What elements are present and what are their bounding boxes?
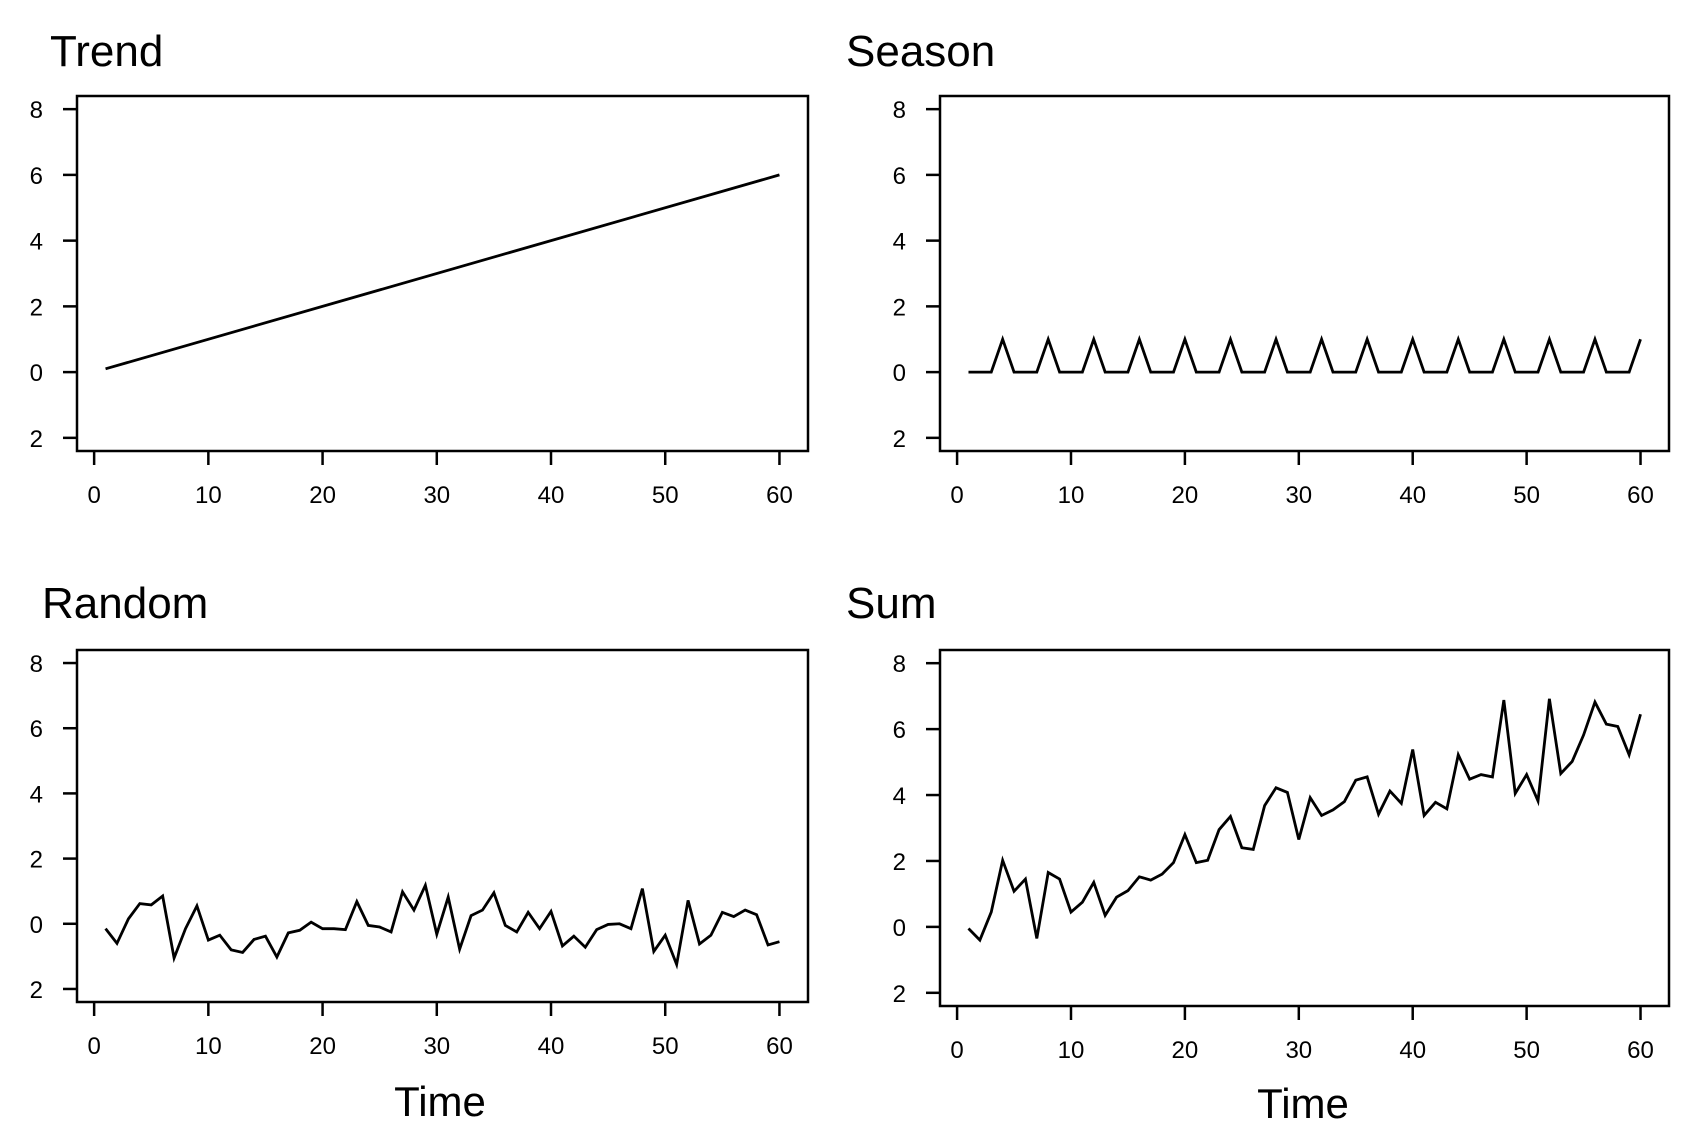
sum-x-tick-label: 50 xyxy=(1513,1037,1540,1064)
trend-x-tick-label: 20 xyxy=(309,482,336,509)
season-y-tick-label: 6 xyxy=(893,163,906,190)
random-series-line xyxy=(104,881,780,970)
sum-x-tick-label: 60 xyxy=(1627,1037,1654,1064)
season-y-tick-label: 2 xyxy=(893,294,906,321)
season-y-tick-label: 8 xyxy=(893,97,906,124)
random-plot-frame xyxy=(75,648,810,1004)
season-x-tick-label: 50 xyxy=(1513,482,1540,509)
season-series-line xyxy=(968,334,1642,374)
trend-x-axis: 0 10 20 30 40 50 60 xyxy=(87,451,793,509)
trend-y-tick-label: 2 xyxy=(30,294,43,321)
random-x-tick-label: 40 xyxy=(538,1033,565,1060)
trend-y-axis: 8 6 4 2 0 2 xyxy=(30,97,77,453)
sum-plot-frame xyxy=(938,648,1671,1008)
sum-y-tick-label: 4 xyxy=(893,783,906,810)
sum-x-axis-title: Time xyxy=(1257,1080,1349,1127)
random-x-tick-label: 60 xyxy=(766,1033,793,1060)
random-x-axis: 0 10 20 30 40 50 60 xyxy=(87,1002,793,1060)
sum-x-tick-label: 10 xyxy=(1058,1037,1085,1064)
season-x-tick-label: 60 xyxy=(1627,482,1654,509)
random-y-tick-label: 2 xyxy=(30,977,43,1004)
season-y-tick-label: 0 xyxy=(893,360,906,387)
random-y-tick-label: 4 xyxy=(30,781,43,808)
sum-y-tick-label: 2 xyxy=(893,849,906,876)
trend-plot-frame xyxy=(75,94,810,453)
random-x-tick-label: 0 xyxy=(87,1033,100,1060)
sum-y-tick-label: 0 xyxy=(893,915,906,942)
season-y-tick-label: 4 xyxy=(893,229,906,256)
random-y-tick-label: 6 xyxy=(30,716,43,743)
trend-x-tick-label: 60 xyxy=(766,482,793,509)
sum-y-tick-label: 2 xyxy=(893,981,906,1008)
season-panel-title: Season xyxy=(846,27,995,76)
sum-x-tick-label: 40 xyxy=(1399,1037,1426,1064)
trend-x-tick-label: 0 xyxy=(87,482,100,509)
trend-y-tick-label: 0 xyxy=(30,360,43,387)
trend-y-tick-label: 4 xyxy=(30,229,43,256)
sum-x-tick-label: 20 xyxy=(1172,1037,1199,1064)
trend-y-tick-label: 2 xyxy=(30,426,43,453)
season-x-axis: 0 10 20 30 40 50 60 xyxy=(950,451,1654,509)
sum-panel-title: Sum xyxy=(846,579,936,628)
sum-y-axis: 8 6 4 2 0 2 xyxy=(893,651,940,1008)
sum-x-tick-label: 30 xyxy=(1285,1037,1312,1064)
random-y-tick-label: 8 xyxy=(30,651,43,678)
trend-x-tick-label: 50 xyxy=(652,482,679,509)
season-y-axis: 8 6 4 2 0 2 xyxy=(893,97,940,453)
random-x-tick-label: 50 xyxy=(652,1033,679,1060)
trend-x-tick-label: 30 xyxy=(423,482,450,509)
sum-y-tick-label: 8 xyxy=(893,651,906,678)
trend-series-line xyxy=(105,173,780,371)
trend-x-tick-label: 40 xyxy=(538,482,565,509)
random-panel-title: Random xyxy=(42,579,208,628)
season-x-tick-label: 30 xyxy=(1285,482,1312,509)
random-x-axis-title: Time xyxy=(394,1078,486,1125)
sum-y-tick-label: 6 xyxy=(893,717,906,744)
sum-x-tick-label: 0 xyxy=(950,1037,963,1064)
trend-x-tick-label: 10 xyxy=(195,482,222,509)
random-x-tick-label: 20 xyxy=(309,1033,336,1060)
trend-y-tick-label: 6 xyxy=(30,163,43,190)
season-plot-frame xyxy=(938,94,1671,453)
random-y-tick-label: 2 xyxy=(30,847,43,874)
random-y-tick-label: 0 xyxy=(30,912,43,939)
trend-panel-title: Trend xyxy=(50,27,163,76)
sum-x-axis: 0 10 20 30 40 50 60 xyxy=(950,1006,1654,1064)
random-x-tick-label: 30 xyxy=(423,1033,450,1060)
season-x-tick-label: 10 xyxy=(1058,482,1085,509)
season-x-tick-label: 0 xyxy=(950,482,963,509)
sum-series-line xyxy=(967,698,1642,943)
random-y-axis: 8 6 4 2 0 2 xyxy=(30,651,77,1004)
random-x-tick-label: 10 xyxy=(195,1033,222,1060)
season-x-tick-label: 20 xyxy=(1172,482,1199,509)
trend-y-tick-label: 8 xyxy=(30,97,43,124)
season-y-tick-label: 2 xyxy=(893,426,906,453)
season-x-tick-label: 40 xyxy=(1399,482,1426,509)
